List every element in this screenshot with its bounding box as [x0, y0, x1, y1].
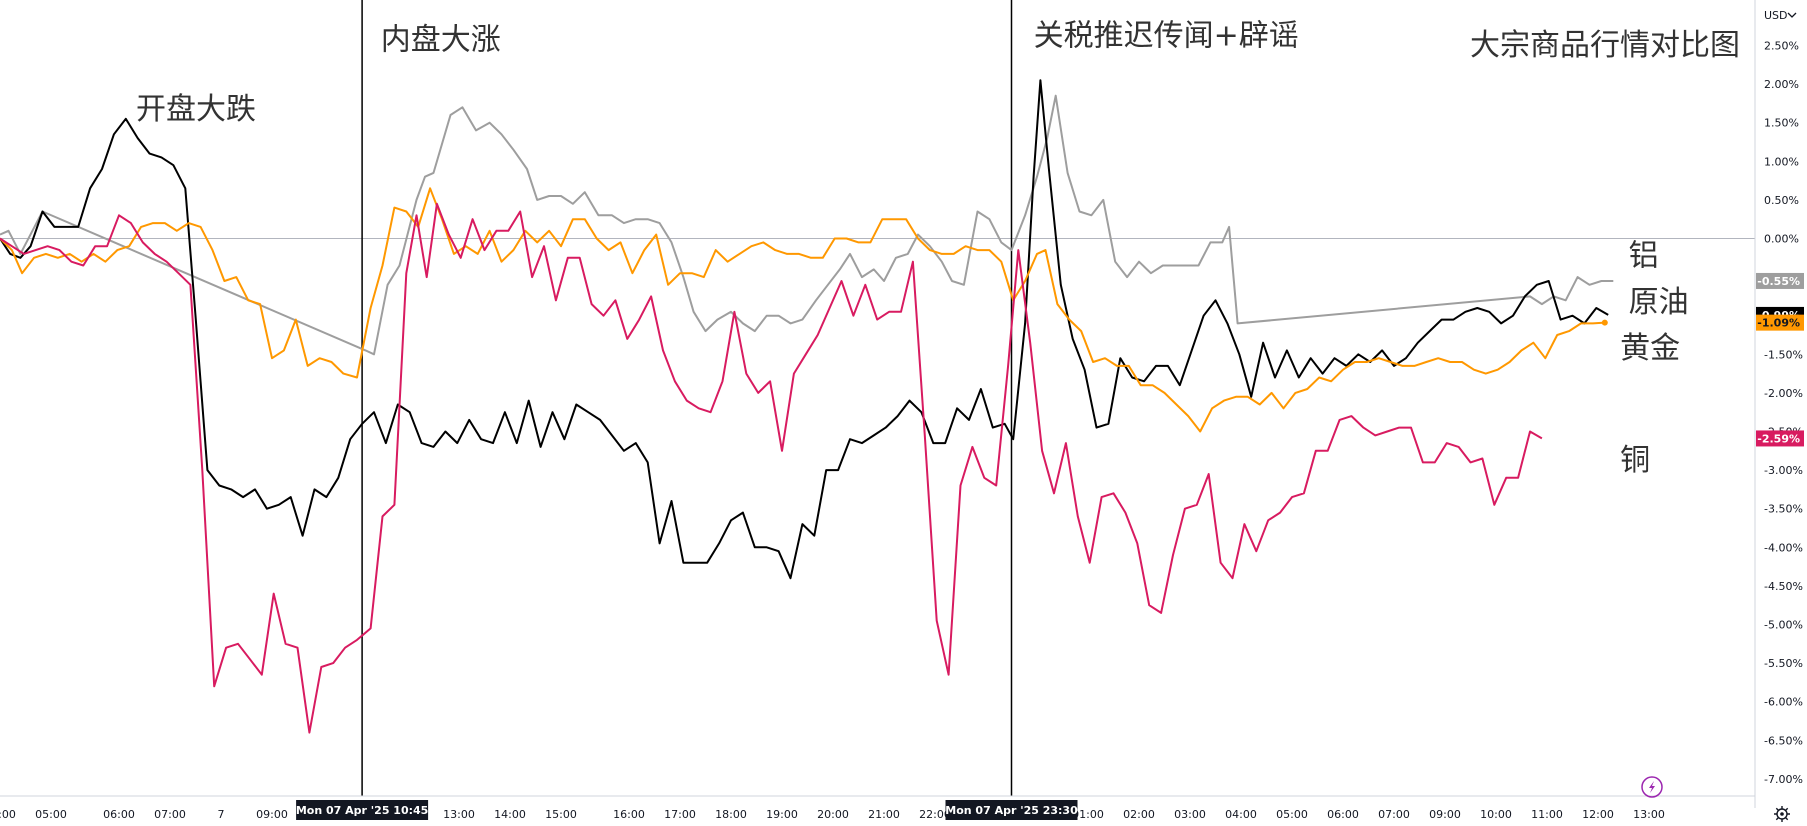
chart-annotation: 黄金	[1620, 331, 1680, 366]
last-value-badge	[1756, 314, 1804, 331]
crosshair-time-label-bg	[296, 800, 429, 820]
x-tick-label: 16:00	[613, 808, 645, 821]
lightning-icon[interactable]	[1641, 776, 1663, 798]
x-tick-label: 14:00	[494, 808, 526, 821]
x-tick-label: 09:00	[256, 808, 288, 821]
last-value-badge	[1756, 430, 1804, 447]
series-line-铜[interactable]	[0, 202, 1543, 734]
x-tick-label: 22:00	[919, 808, 951, 821]
series-line-原油[interactable]	[0, 79, 1609, 580]
x-tick-label: 05:00	[35, 808, 67, 821]
series-layer[interactable]	[0, 79, 1614, 734]
last-value-badge-text: -2.59%	[1757, 432, 1800, 445]
gear-icon[interactable]	[1774, 806, 1790, 822]
y-tick-label: -2.00%	[1764, 387, 1803, 400]
y-tick-label: 0.50%	[1764, 194, 1799, 207]
x-tick-label: 01:00	[1072, 808, 1104, 821]
series-line-铝[interactable]	[0, 94, 1614, 356]
currency-label[interactable]: USD	[1764, 9, 1788, 22]
y-tick-label: 2.00%	[1764, 78, 1799, 91]
x-tick-label: 13:00	[1633, 808, 1665, 821]
y-tick-label: -6.00%	[1764, 696, 1803, 709]
crosshair-time-label: Mon 07 Apr '25 23:30	[945, 804, 1078, 817]
time-scale[interactable]: 04:00 05:00 06:00 07:00 7 09:00 13:00 14:00 15:0…	[0, 795, 1755, 821]
series-end-point	[1601, 319, 1608, 326]
x-tick-label: 10:00	[1480, 808, 1512, 821]
x-tick-label: 09:00	[1429, 808, 1461, 821]
y-tick-label: 0.00%	[1764, 233, 1799, 246]
x-tick-label: 21:00	[868, 808, 900, 821]
x-tick-label: 17:00	[664, 808, 696, 821]
x-tick-label: 13:00	[443, 808, 475, 821]
chart-annotation: 铝	[1629, 239, 1659, 274]
x-tick-label: 06:00	[103, 808, 135, 821]
y-tick-label: -7.00%	[1764, 773, 1803, 786]
y-tick-label: -5.00%	[1764, 619, 1803, 632]
chart-annotation: 原油	[1629, 285, 1689, 320]
y-tick-label: 1.50%	[1764, 117, 1799, 130]
x-tick-label: 04:00	[0, 808, 16, 821]
y-tick-label: -3.00%	[1764, 464, 1803, 477]
x-tick-label: 15:00	[545, 808, 577, 821]
last-value-badge	[1756, 272, 1804, 289]
y-tick-label: -5.50%	[1764, 657, 1803, 670]
x-tick-label: 06:00	[1327, 808, 1359, 821]
y-tick-label: -3.50%	[1764, 503, 1803, 516]
x-tick-label: 20:00	[817, 808, 849, 821]
crosshair-time-label-bg	[945, 800, 1078, 820]
chart-title: 大宗商品行情对比图	[1470, 28, 1740, 63]
chart-annotation: 开盘大跌	[136, 92, 256, 127]
y-tick-label: -6.50%	[1764, 734, 1803, 747]
x-tick-label: 03:00	[1174, 808, 1206, 821]
chart-annotation: 关税推迟传闻+辟谣	[1034, 19, 1299, 54]
chart-annotation: 铜	[1620, 443, 1650, 478]
crosshair-layer	[361, 0, 1013, 796]
last-value-badge-text: -1.09%	[1757, 317, 1800, 330]
x-tick-label: 02:00	[1123, 808, 1155, 821]
last-value-badges: -0.55%-0.99%-1.09%-2.59%	[1756, 272, 1804, 447]
chevron-down-icon[interactable]	[1787, 12, 1797, 18]
x-tick-label: 07:00	[154, 808, 186, 821]
y-tick-label: 1.00%	[1764, 155, 1799, 168]
x-tick-label: 07:00	[1378, 808, 1410, 821]
x-tick-label: 04:00	[1225, 808, 1257, 821]
series-line-黄金[interactable]	[0, 187, 1605, 433]
y-tick-label: 2.50%	[1764, 40, 1799, 53]
y-tick-label: -4.00%	[1764, 541, 1803, 554]
x-tick-label: 12:00	[1582, 808, 1614, 821]
x-tick-label: 05:00	[1276, 808, 1308, 821]
x-tick-label: 19:00	[766, 808, 798, 821]
crosshair-time-label: Mon 07 Apr '25 10:45	[296, 804, 428, 817]
crosshair-labels: Mon 07 Apr '25 10:45 Mon 07 Apr '25 23:30	[296, 800, 1078, 820]
last-value-badge-text: -0.55%	[1757, 275, 1800, 288]
y-tick-label: -4.50%	[1764, 580, 1803, 593]
chart-annotation: 内盘大涨	[381, 22, 501, 57]
x-tick-label: 11:00	[1531, 808, 1563, 821]
x-tick-label: 7	[218, 808, 225, 821]
x-tick-label: 18:00	[715, 808, 747, 821]
y-tick-label: -1.50%	[1764, 348, 1803, 361]
